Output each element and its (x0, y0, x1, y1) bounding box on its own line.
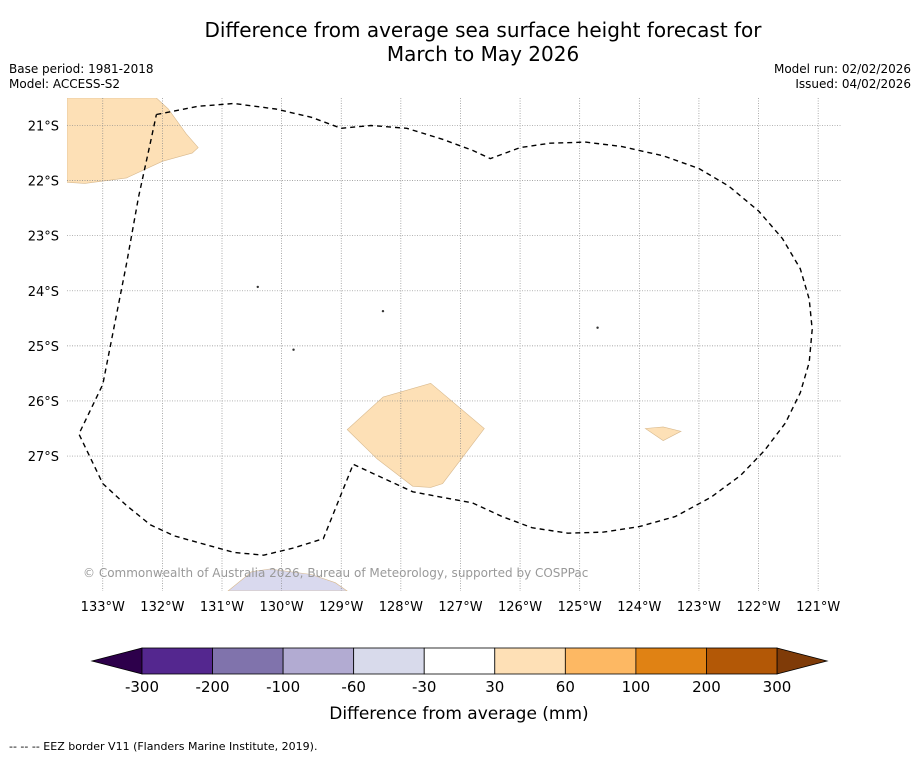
longitude-tick-label: 133°W (81, 600, 125, 615)
anomaly-regions-layer (67, 98, 682, 591)
longitude-tick-label: 131°W (200, 600, 244, 615)
colorbar-tick-label: 300 (763, 678, 792, 696)
footer-note: -- -- -- EEZ border V11 (Flanders Marine… (9, 740, 318, 753)
island-marker (256, 285, 259, 289)
longitude-tick-label: 129°W (319, 600, 363, 615)
model-run-label: Model run: 02/02/2026 (773, 62, 911, 76)
island-marker (381, 309, 385, 313)
colorbar-bin (353, 647, 425, 675)
east-30-60-region (644, 426, 682, 441)
copyright-text: © Commonwealth of Australia 2026, Bureau… (83, 566, 588, 580)
colorbar-title: Difference from average (mm) (329, 704, 588, 724)
longitude-tick-label: 126°W (498, 600, 542, 615)
longitude-tick-label: 121°W (796, 600, 840, 615)
island-marker (292, 348, 295, 351)
islands-layer (256, 285, 599, 351)
longitude-tick-label: 130°W (260, 600, 304, 615)
longitude-tick-label: 132°W (140, 600, 184, 615)
title-line-1: Difference from average sea surface heig… (204, 18, 762, 42)
colorbar-bin (494, 647, 566, 675)
colorbar-bin (282, 647, 355, 675)
colorbar-bin (564, 647, 637, 675)
south-minus60-minus30-region (227, 568, 348, 591)
colorbar-bin (141, 647, 213, 675)
colorbar-tick-label: 60 (556, 678, 575, 696)
longitude-tick-label: 124°W (617, 600, 661, 615)
latitude-tick-label: 26°S (28, 395, 59, 410)
colorbar-bin (212, 647, 284, 675)
colorbar-bin (635, 647, 707, 675)
colorbar-tick-label: -200 (196, 678, 230, 696)
island-marker (596, 326, 599, 329)
longitude-tick-label: 123°W (677, 600, 721, 615)
latitude-tick-label: 22°S (28, 175, 59, 190)
base-period-label: Base period: 1981-2018 (9, 62, 154, 76)
title-line-2: March to May 2026 (386, 42, 580, 66)
issued-label: Issued: 04/02/2026 (795, 77, 911, 91)
latitude-tick-label: 21°S (28, 120, 59, 135)
graticule-layer (67, 98, 842, 591)
latitude-tick-label: 23°S (28, 230, 59, 245)
latitude-tick-label: 24°S (28, 285, 59, 300)
longitude-tick-label: 125°W (558, 600, 602, 615)
colorbar-tick-label: 200 (692, 678, 721, 696)
model-label: Model: ACCESS-S2 (9, 77, 121, 91)
map-title: Difference from average sea surface heig… (0, 18, 919, 66)
meta-right: Model run: 02/02/2026 Issued: 04/02/2026 (774, 62, 911, 92)
northwest-30-60-region (67, 98, 199, 184)
colorbar-bin (423, 647, 496, 675)
central-south-30-60-region (346, 382, 485, 488)
colorbar-tick-label: 30 (485, 678, 504, 696)
colorbar-bin (706, 647, 778, 675)
meta-left: Base period: 1981-2018 Model: ACCESS-S2 (9, 62, 154, 92)
colorbar-tick-label: -300 (125, 678, 159, 696)
latitude-tick-label: 25°S (28, 340, 59, 355)
axis-labels: 133°W 132°W 131°W 130°W 129°W 128°W 127°W 126°W… (28, 120, 841, 615)
colorbar-tick-label: -100 (266, 678, 300, 696)
longitude-tick-label: 122°W (736, 600, 780, 615)
longitude-tick-label: 127°W (438, 600, 482, 615)
longitude-tick-label: 128°W (379, 600, 423, 615)
colorbar-under-extension (90, 647, 143, 675)
colorbar-tick-label: 100 (622, 678, 651, 696)
colorbar-tick-label: -30 (412, 678, 437, 696)
latitude-tick-label: 27°S (28, 450, 59, 465)
eez-layer (78, 102, 813, 556)
colorbar-tick-label: -60 (341, 678, 366, 696)
colorbar: -300 -200 -100 -60 -30 30 60 100 200 300 (90, 647, 829, 696)
colorbar-over-extension (776, 647, 829, 675)
eez-border-line (78, 102, 813, 556)
